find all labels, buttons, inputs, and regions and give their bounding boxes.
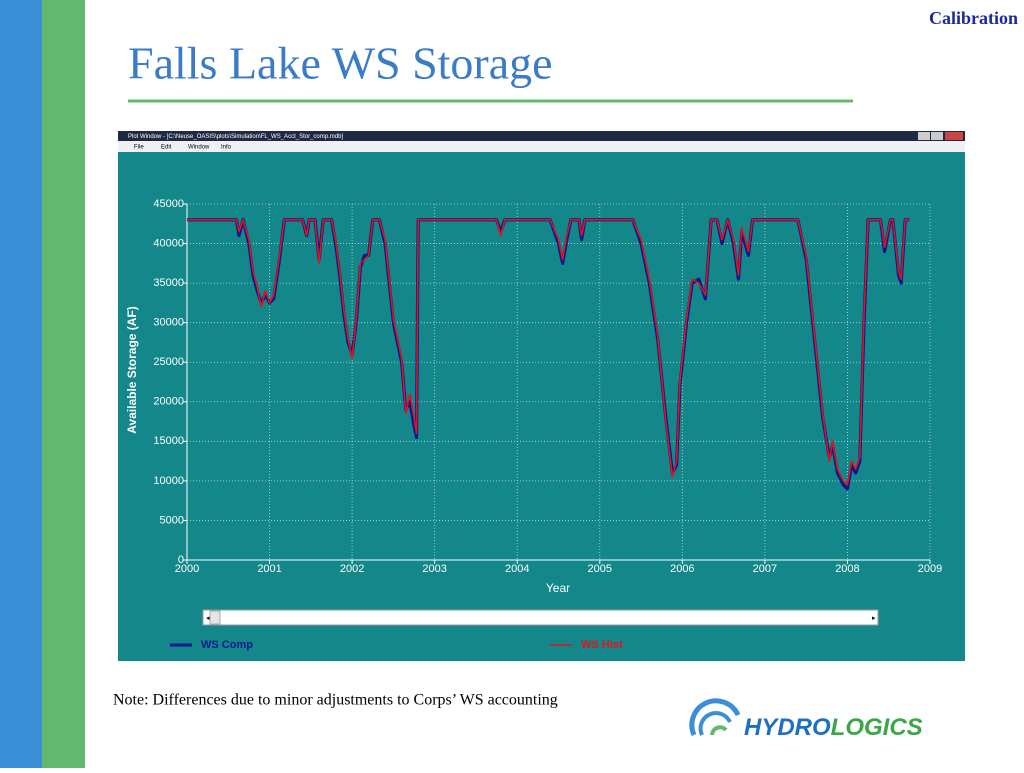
y-tick-label: 25000 (153, 356, 184, 368)
note: Note: Differences due to minor adjustmen… (113, 692, 558, 709)
y-tick-label: 40000 (153, 237, 184, 249)
side-bar-green (42, 0, 85, 768)
menu-item[interactable]: Info (221, 145, 232, 151)
x-tick-label: 2000 (175, 563, 199, 575)
logo-arc (689, 698, 741, 737)
y-tick-label: 10000 (153, 475, 184, 487)
slide-title: Falls Lake WS Storage (128, 38, 553, 89)
close-button[interactable] (945, 132, 963, 140)
x-tick-label: 2001 (257, 563, 281, 575)
y-tick-label: 20000 (153, 396, 184, 408)
section-label: Calibration (929, 8, 1018, 28)
window-title-bar (118, 131, 965, 141)
y-tick-label: 35000 (153, 277, 184, 289)
legend-label: WS Hist (581, 639, 623, 651)
menu-item[interactable]: Window (188, 145, 210, 151)
y-tick-label: 30000 (153, 317, 184, 329)
y-tick-label: 15000 (153, 435, 184, 447)
x-tick-label: 2002 (340, 563, 364, 575)
maximize-button[interactable] (931, 132, 943, 140)
x-tick-label: 2009 (918, 563, 942, 575)
logo-part: HYDRO (744, 714, 831, 741)
x-tick-label: 2003 (422, 563, 446, 575)
logo: HYDROLOGICS (744, 714, 923, 741)
series-line (187, 219, 910, 486)
scroll-left[interactable]: ◂ (206, 615, 210, 622)
scroll-thumb[interactable] (209, 610, 221, 625)
y-axis-label: Available Storage (AF) (125, 306, 139, 434)
x-axis-label: Year (546, 581, 570, 595)
x-tick-label: 2005 (588, 563, 612, 575)
logo-part: LOGICS (831, 714, 923, 741)
side-bar-blue (0, 0, 42, 768)
minimize-button[interactable] (918, 132, 930, 140)
logo-arc (710, 725, 728, 736)
plot-window (118, 131, 965, 661)
scroll-right[interactable]: ▸ (872, 615, 876, 622)
x-tick-label: 2007 (753, 563, 777, 575)
y-tick-label: 45000 (153, 198, 184, 210)
y-tick-label: 0 (178, 554, 184, 566)
x-tick-label: 2008 (835, 563, 859, 575)
window-title: Plot Window - [C:\Neuse_OASIS\plots\Simu… (128, 134, 343, 140)
x-tick-label: 2004 (505, 563, 529, 575)
legend-label: WS Comp (201, 639, 253, 651)
menu-item[interactable]: Edit (161, 145, 172, 151)
menu-bar (118, 141, 965, 152)
scrollbar[interactable] (202, 609, 879, 626)
x-tick-label: 2006 (670, 563, 694, 575)
logo-arc (698, 711, 732, 736)
y-tick-label: 5000 (160, 514, 184, 526)
menu-item[interactable]: File (134, 145, 144, 151)
